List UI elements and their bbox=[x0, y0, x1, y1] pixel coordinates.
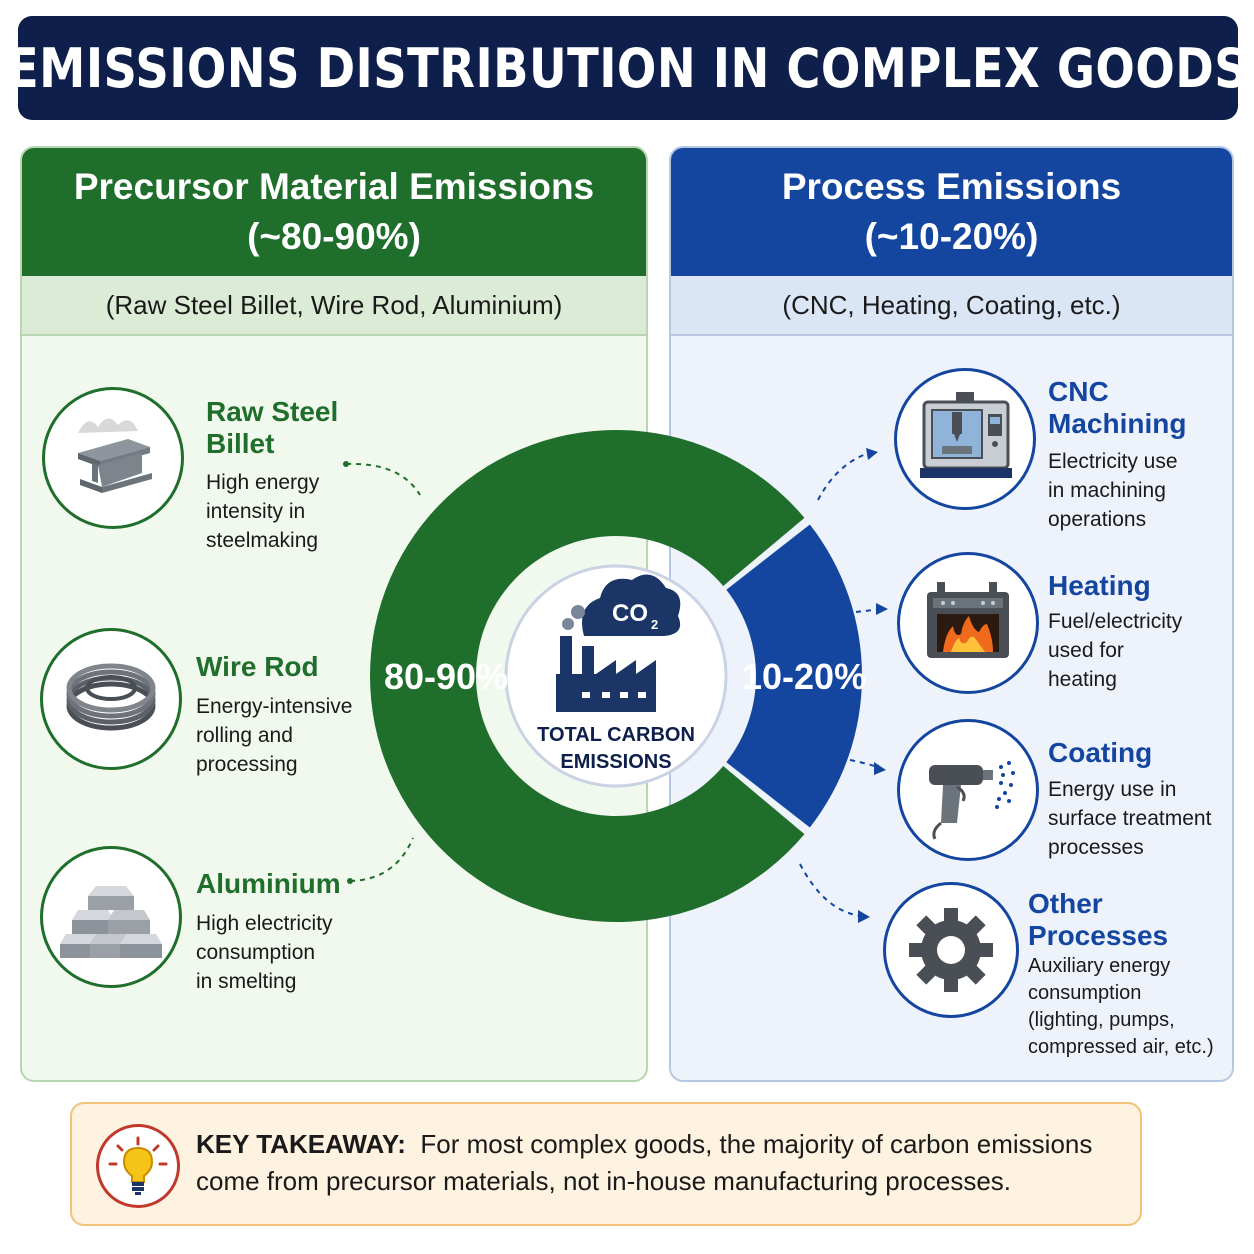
takeaway-label: KEY TAKEAWAY: bbox=[196, 1129, 406, 1159]
process-segment bbox=[726, 524, 862, 828]
spray-gun-icon-circle bbox=[897, 719, 1039, 861]
item-desc-aluminium: High electricity consumption in smelting bbox=[196, 912, 333, 993]
item-title-cnc: CNC Machining bbox=[1048, 376, 1187, 439]
connector-dot-aluminium bbox=[347, 878, 353, 884]
co2-text: CO bbox=[612, 600, 648, 627]
item-desc-coating: Energy use in surface treatment processe… bbox=[1048, 778, 1212, 859]
precursor-panel-header: Precursor Material Emissions (~80-90%) bbox=[22, 148, 646, 276]
arrow-cnc bbox=[866, 448, 878, 460]
center-line-1: TOTAL CARBON bbox=[537, 724, 695, 746]
precursor-range: (~80-90%) bbox=[247, 216, 421, 257]
item-desc-other: Auxiliary energy consumption (lighting, … bbox=[1028, 955, 1214, 1058]
arrow-heating bbox=[876, 603, 888, 615]
co2-subscript: 2 bbox=[651, 617, 658, 632]
donut-center-label: TOTAL CARBON EMISSIONS bbox=[520, 722, 712, 776]
gear-icon bbox=[909, 908, 993, 992]
takeaway-body: For most complex goods, the majority of … bbox=[196, 1129, 1093, 1196]
cnc-machine-icon bbox=[920, 392, 1012, 478]
furnace-icon-circle bbox=[897, 552, 1039, 694]
item-title-heating: Heating bbox=[1048, 570, 1151, 601]
process-percent-label: 10-20% bbox=[742, 656, 867, 697]
connector-dot-steel bbox=[343, 461, 349, 467]
key-takeaway-box: KEY TAKEAWAY: For most complex goods, th… bbox=[70, 1102, 1142, 1226]
takeaway-text: KEY TAKEAWAY: For most complex goods, th… bbox=[196, 1126, 1116, 1200]
item-desc-raw-steel: High energy intensity in steelmaking bbox=[206, 471, 320, 552]
connector-other bbox=[799, 863, 863, 917]
process-heading: Process Emissions bbox=[781, 166, 1122, 207]
item-desc-wire-rod: Energy-intensive rolling and processing bbox=[196, 695, 353, 776]
co2-factory-icon: CO 2 bbox=[556, 574, 681, 712]
furnace-icon bbox=[927, 582, 1009, 658]
process-panel-header: Process Emissions (~10-20%) bbox=[671, 148, 1232, 276]
precursor-connectors bbox=[345, 462, 421, 882]
spray-gun-icon bbox=[929, 761, 1015, 840]
connector-aluminium bbox=[349, 837, 414, 882]
gear-icon-circle bbox=[883, 882, 1019, 1018]
aluminium-ingots-icon-circle bbox=[40, 846, 182, 988]
page-title: EMISSIONS DISTRIBUTION IN COMPLEX GOODS bbox=[7, 36, 1249, 100]
connector-coating bbox=[849, 759, 881, 769]
steel-billet-icon-circle bbox=[42, 387, 184, 529]
item-desc-heating: Fuel/electricity used for heating bbox=[1048, 610, 1183, 691]
wire-coil-icon bbox=[66, 663, 156, 731]
precursor-subtitle: (Raw Steel Billet, Wire Rod, Aluminium) bbox=[22, 276, 646, 336]
process-subtitle: (CNC, Heating, Coating, etc.) bbox=[671, 276, 1232, 336]
item-title-raw-steel: Raw Steel Billet bbox=[206, 396, 339, 459]
connector-steel bbox=[345, 462, 421, 496]
connector-cnc bbox=[817, 451, 873, 501]
arrow-other bbox=[858, 910, 870, 923]
center-line-2: EMISSIONS bbox=[560, 751, 672, 773]
item-desc-cnc: Electricity use in machining operations bbox=[1048, 450, 1178, 531]
lightbulb-icon bbox=[96, 1124, 180, 1208]
process-range: (~10-20%) bbox=[864, 216, 1039, 257]
aluminium-ingots-icon bbox=[60, 886, 162, 958]
wire-coil-icon-circle bbox=[40, 628, 182, 770]
precursor-heading: Precursor Material Emissions bbox=[73, 166, 595, 207]
precursor-percent-label: 80-90% bbox=[384, 656, 509, 697]
precursor-segment bbox=[370, 429, 805, 922]
title-bar: EMISSIONS DISTRIBUTION IN COMPLEX GOODS bbox=[7, 16, 1248, 120]
item-title-aluminium: Aluminium bbox=[196, 868, 341, 899]
item-title-wire-rod: Wire Rod bbox=[196, 651, 319, 682]
item-title-coating: Coating bbox=[1048, 737, 1153, 768]
item-title-other: Other Processes bbox=[1028, 888, 1169, 951]
steel-billet-icon bbox=[78, 418, 152, 493]
cnc-machine-icon-circle bbox=[894, 368, 1036, 510]
arrow-coating bbox=[874, 762, 886, 775]
